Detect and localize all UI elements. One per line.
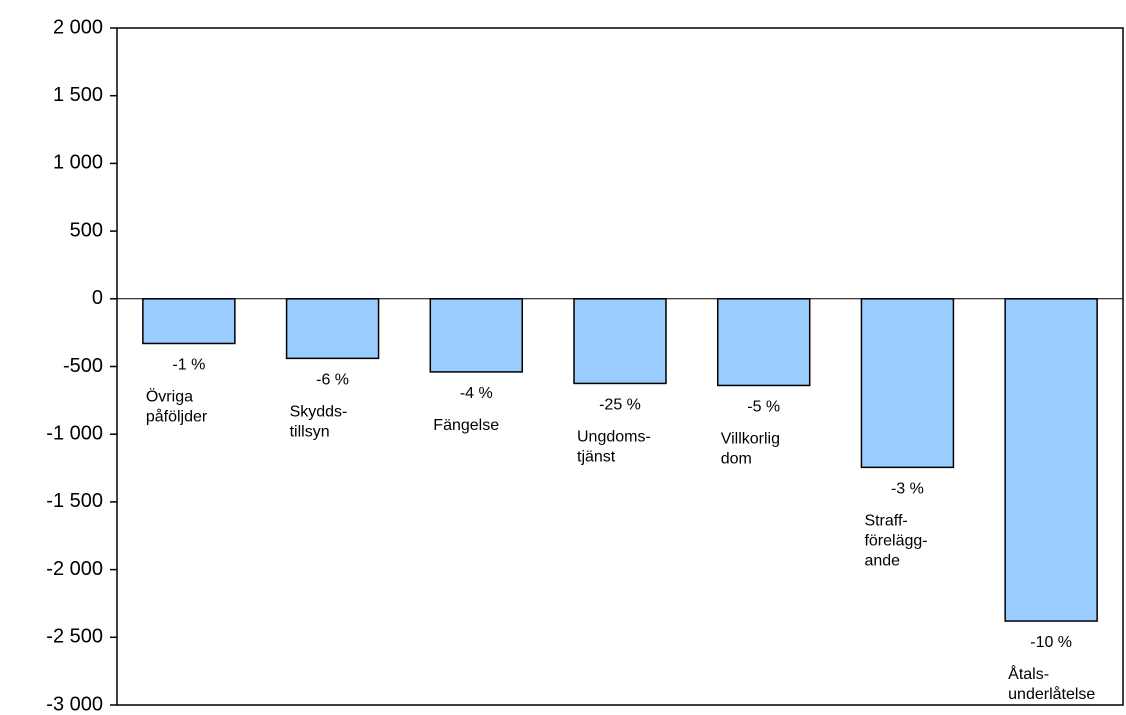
category-label: Åtals-underlåtelse [1008, 664, 1095, 703]
category-label: Skydds-tillsyn [290, 403, 348, 440]
data-label: -25 % [599, 396, 641, 413]
bar [285, 298, 380, 360]
category-label: Fängelse [433, 417, 499, 434]
y-tick-label: 1 500 [53, 84, 103, 106]
bar [860, 298, 955, 469]
y-tick-label: -500 [63, 355, 103, 377]
category-label: Ungdoms-tjänst [577, 428, 651, 465]
data-label: -6 % [316, 371, 349, 388]
category-line: underlåtelse [1008, 685, 1095, 703]
category-line: Straff- [864, 512, 907, 529]
category-line: dom [721, 450, 752, 467]
data-label: -3 % [891, 480, 924, 497]
data-label: -1 % [172, 356, 205, 373]
data-label: -4 % [460, 385, 493, 402]
category-line: Skydds- [290, 403, 348, 420]
y-tick-label: 0 [92, 287, 103, 309]
category-line: Fängelse [433, 417, 499, 434]
y-tick-label: -2 000 [46, 558, 103, 580]
category-line: förelägg- [864, 532, 927, 549]
data-label: -10 % [1030, 634, 1072, 651]
y-tick-label: -1 000 [46, 422, 103, 444]
category-label: Straff-förelägg-ande [864, 512, 927, 569]
y-tick-label: 500 [70, 219, 103, 241]
y-tick-label: -2 500 [46, 626, 103, 648]
bar [573, 298, 667, 385]
category-line: Ungdoms- [577, 428, 651, 445]
y-tick-label: -3 000 [46, 693, 103, 715]
category-label: Övriga påföljder [146, 387, 208, 425]
bar [142, 298, 236, 345]
bar [1004, 298, 1098, 622]
category-line: påföljder [146, 407, 208, 425]
y-tick-label: -1 500 [46, 490, 103, 512]
y-tick-label: 1 000 [53, 152, 103, 174]
category-line: tillsyn [290, 423, 330, 440]
category-line: tjänst [577, 448, 616, 465]
category-line: Åtals- [1008, 664, 1049, 683]
category-line: Övriga [146, 387, 193, 405]
category-label: Villkorlig dom [721, 430, 780, 467]
y-tick-label: 2 000 [53, 16, 103, 38]
bar [429, 298, 524, 373]
category-line: ande [864, 552, 900, 569]
category-line: Villkorlig [721, 430, 780, 447]
data-label: -5 % [747, 398, 780, 415]
bar [716, 298, 811, 387]
